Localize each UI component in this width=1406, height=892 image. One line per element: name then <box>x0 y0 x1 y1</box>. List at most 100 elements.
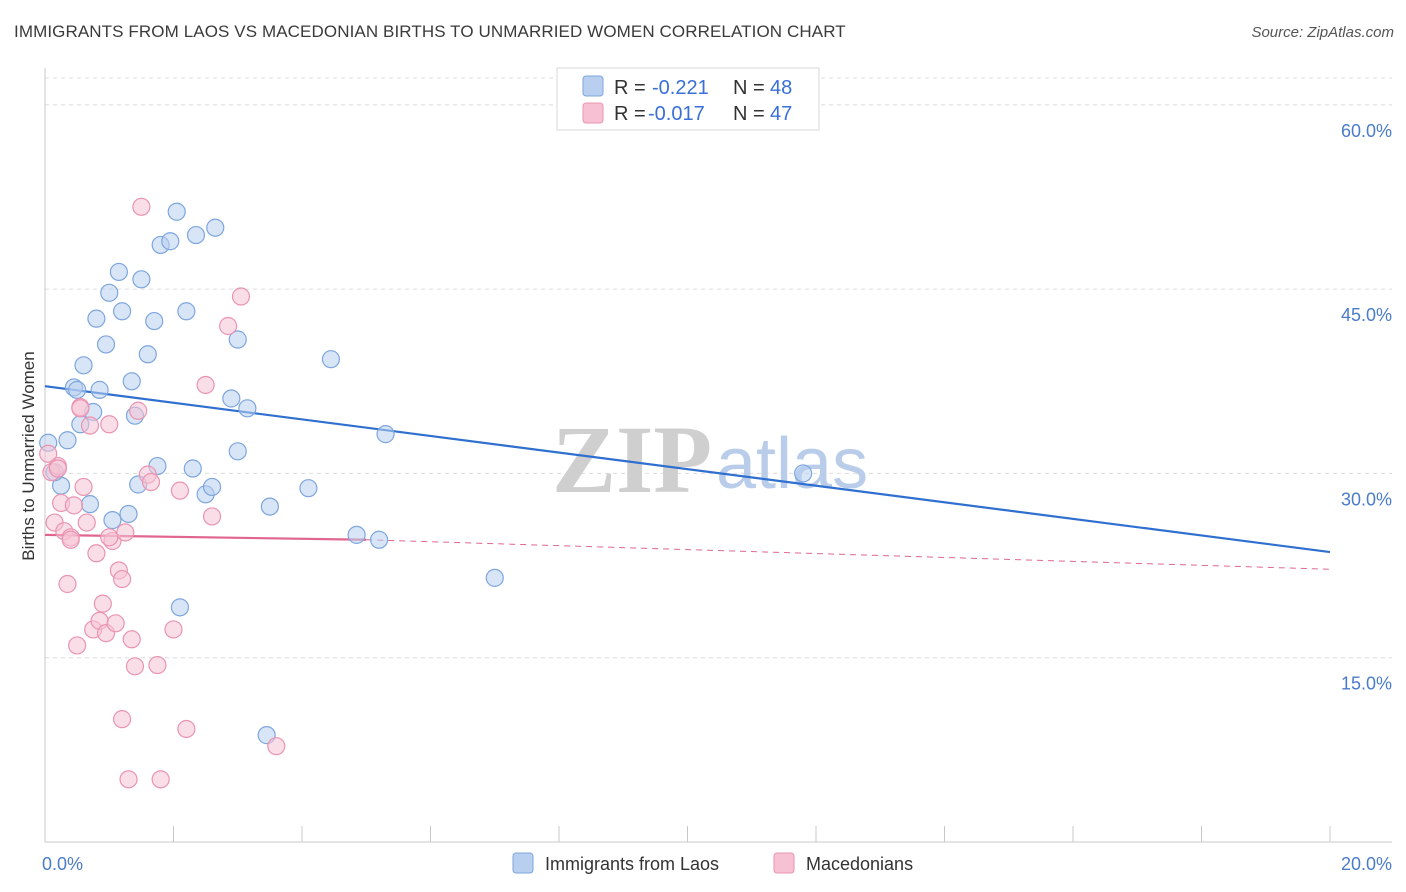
y-axis-label: Births to Unmarried Women <box>19 351 38 560</box>
legend-r-label-laos: R = <box>614 77 646 99</box>
bottom-legend-swatch-laos <box>512 852 534 874</box>
laos-point-44 <box>485 568 504 587</box>
laos-point-10 <box>96 335 116 354</box>
macedonian-point-27 <box>129 401 148 420</box>
legend-swatch-laos <box>582 75 604 97</box>
tick-labels: 15.0% 30.0% 45.0% 60.0% 0.0% 20.0% <box>42 121 1392 874</box>
macedonian-point-30 <box>141 472 161 492</box>
macedonian-point-33 <box>164 620 183 639</box>
macedonian-point-26 <box>125 657 145 676</box>
legend-r-value-macedonians: -0.017 <box>648 103 705 125</box>
macedonian-point-25 <box>122 630 141 649</box>
laos-point-12 <box>103 511 122 530</box>
laos-point-14 <box>112 302 132 321</box>
trendline-0 <box>44 385 1331 554</box>
laos-point-31 <box>202 477 222 497</box>
macedonian-point-35 <box>177 719 196 739</box>
laos-point-41 <box>347 525 366 544</box>
laos-point-47 <box>68 380 87 399</box>
macedonian-point-43 <box>112 569 132 589</box>
bottom-legend: Immigrants from Laos Macedonians <box>512 852 913 874</box>
laos-point-6 <box>80 495 100 514</box>
macedonian-point-16 <box>93 594 112 613</box>
macedonian-point-41 <box>39 444 58 463</box>
grid-lines <box>45 77 1392 659</box>
trendlines <box>44 385 1331 570</box>
macedonian-point-36 <box>196 375 215 395</box>
bottom-legend-swatch-macedonians <box>773 852 795 874</box>
x-tick-label-1: 20.0% <box>1341 854 1392 874</box>
laos-point-20 <box>138 345 157 364</box>
legend-n-label-macedonians: N = <box>733 103 765 125</box>
macedonian-point-37 <box>202 507 222 526</box>
trendline-2 <box>366 539 1331 570</box>
x-tick-label-0: 0.0% <box>42 854 83 874</box>
legend-n-value-macedonians: 47 <box>770 103 792 125</box>
laos-point-34 <box>228 330 247 349</box>
laos-point-21 <box>145 311 164 331</box>
laos-point-2 <box>58 431 77 450</box>
laos-point-43 <box>370 530 389 549</box>
legend-r-label-macedonians: R = <box>614 103 646 125</box>
watermark-zip: ZIP <box>552 406 712 513</box>
bottom-legend-label-macedonians: Macedonians <box>806 854 913 874</box>
laos-point-32 <box>206 218 225 237</box>
macedonian-point-38 <box>219 316 238 336</box>
macedonian-point-28 <box>132 197 151 216</box>
laos-point-39 <box>299 479 318 498</box>
laos-point-8 <box>87 309 106 328</box>
laos-point-36 <box>228 442 247 461</box>
y-tick-label-0: 15.0% <box>1341 674 1392 694</box>
macedonian-point-23 <box>116 523 135 542</box>
macedonian-point-32 <box>151 770 170 789</box>
laos-point-42 <box>376 425 395 444</box>
top-legend: R = -0.221 N = 48 R = -0.017 N = 47 <box>556 67 820 131</box>
bottom-legend-label-laos: Immigrants from Laos <box>545 854 719 874</box>
laos-point-19 <box>132 270 151 289</box>
macedonian-point-7 <box>64 496 84 515</box>
laos-point-45 <box>794 464 813 483</box>
legend-swatch-macedonians <box>582 102 604 124</box>
laos-point-28 <box>183 459 202 478</box>
laos-point-13 <box>109 262 128 282</box>
laos-point-11 <box>100 283 119 302</box>
macedonian-point-34 <box>170 481 190 500</box>
source-label: Source: ZipAtlas.com <box>1251 24 1394 41</box>
macedonian-point-12 <box>80 416 100 435</box>
macedonian-point-42 <box>48 459 67 478</box>
y-tick-label-1: 30.0% <box>1341 489 1392 509</box>
legend-n-label-laos: N = <box>733 77 765 99</box>
macedonian-point-14 <box>87 544 106 563</box>
laos-point-29 <box>186 225 206 245</box>
macedonian-point-46 <box>61 530 80 549</box>
laos-point-16 <box>122 372 141 391</box>
macedonian-point-22 <box>112 710 132 729</box>
legend-n-value-laos: 48 <box>770 77 792 99</box>
macedonian-point-45 <box>100 528 119 547</box>
laos-point-5 <box>74 356 93 375</box>
macedonian-point-8 <box>68 636 87 655</box>
macedonian-point-11 <box>77 513 96 532</box>
laos-point-15 <box>119 504 138 524</box>
macedonian-point-10 <box>74 477 93 497</box>
laos-point-24 <box>161 232 180 251</box>
laos-point-26 <box>170 598 190 617</box>
laos-point-33 <box>222 389 241 408</box>
macedonian-point-5 <box>58 574 77 594</box>
laos-point-37 <box>260 497 279 516</box>
laos-point-25 <box>167 202 186 221</box>
laos-point-35 <box>238 399 257 418</box>
legend-r-value-laos: -0.221 <box>652 77 709 99</box>
y-tick-label-2: 45.0% <box>1341 305 1392 325</box>
laos-point-9 <box>90 380 109 399</box>
macedonian-point-20 <box>106 614 125 633</box>
trendline-1 <box>44 533 367 541</box>
data-points <box>39 197 813 789</box>
macedonian-point-31 <box>148 655 167 675</box>
macedonian-point-24 <box>119 770 138 789</box>
laos-point-27 <box>177 302 196 321</box>
macedonian-point-39 <box>231 287 251 306</box>
watermark-atlas: atlas <box>716 424 868 504</box>
macedonian-point-44 <box>71 399 90 418</box>
macedonian-point-40 <box>267 737 286 756</box>
